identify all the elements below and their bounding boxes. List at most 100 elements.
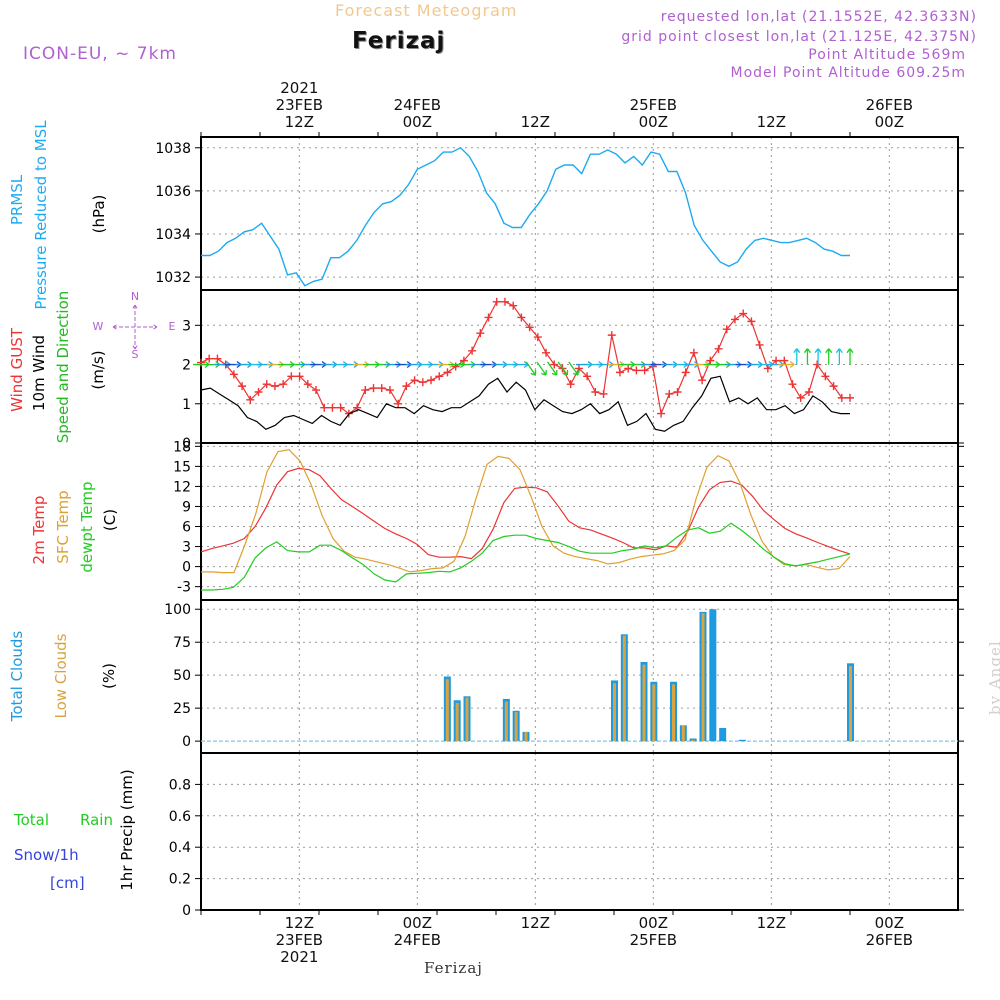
gust-line (200, 301, 850, 416)
gust-marker (607, 331, 616, 340)
wind-direction-arrow (568, 361, 579, 376)
gust-marker (435, 372, 444, 381)
top-time-label: 2021 (280, 79, 318, 97)
pressure-ytick-label: 1038 (155, 141, 191, 157)
top-time-label: 00Z (403, 113, 432, 131)
temp-ylabel-dewpt: dewpt Temp (78, 481, 96, 572)
clouds-ylabel-total: Total Clouds (8, 631, 26, 723)
low-clouds-bar (849, 665, 852, 742)
gust-marker (229, 370, 238, 379)
wind-direction-arrow (536, 361, 547, 376)
clouds-ytick-label: 0 (182, 734, 191, 750)
low-clouds-bar (672, 684, 675, 742)
temp-ylabel-sfc: SFC Temp (54, 490, 72, 563)
precip-ylabel-total: Total (13, 811, 49, 829)
gust-marker (320, 403, 329, 412)
gust-marker (796, 393, 805, 402)
gust-marker (205, 354, 214, 363)
precip-ytick-label: 0.8 (169, 777, 191, 793)
wind-direction-arrowhead (825, 348, 833, 354)
wind-direction-arrowhead (793, 348, 801, 354)
gust-marker (270, 382, 279, 391)
grid-point-coords: grid point closest lon,lat (21.125E, 42.… (621, 29, 977, 45)
model-point-altitude: Model Point Altitude 609.25m (730, 65, 966, 81)
gust-marker (804, 388, 813, 396)
top-time-label: 12Z (285, 113, 314, 131)
gust-marker (459, 356, 468, 365)
compass-north: N (131, 290, 139, 303)
precip-ytick-label: 0.4 (169, 840, 191, 856)
gust-marker (451, 362, 460, 371)
clouds-ytick-label: 50 (173, 668, 191, 684)
requested-coords: requested lon,lat (21.1552E, 42.3633N) (660, 9, 977, 25)
gust-marker (402, 382, 411, 391)
total-clouds-bar (719, 727, 727, 742)
wind-direction-arrowhead (530, 369, 537, 376)
model-label: ICON-EU, ~ 7km (23, 44, 177, 64)
gust-marker (566, 380, 575, 389)
precip-ylabel-rain: Rain (80, 811, 113, 829)
wind-ytick-label: 0 (182, 436, 191, 452)
clouds-frame (200, 599, 959, 754)
compass-east: E (169, 320, 176, 333)
compass-west: W (93, 320, 104, 333)
low-clouds-bar (445, 679, 449, 742)
gust-marker (615, 368, 624, 377)
temp-sfc-line (201, 449, 851, 574)
gust-marker (591, 388, 600, 396)
low-clouds-bar (465, 697, 469, 742)
low-clouds-bar (524, 731, 528, 742)
gust-marker (427, 376, 436, 385)
top-time-label: 25FEB (630, 96, 677, 114)
gust-marker (755, 340, 764, 349)
gust-marker (533, 333, 542, 342)
precip-ylabel-unit: 1hr Precip (mm) (118, 769, 136, 890)
gust-marker (328, 403, 337, 412)
wind-direction-arrowhead (562, 369, 569, 376)
gust-marker (361, 386, 370, 395)
clouds-ytick-label: 100 (164, 602, 191, 618)
bottom-time-label: 00Z (639, 914, 668, 932)
gust-marker (846, 393, 854, 402)
gust-marker (254, 388, 263, 396)
total-clouds-bar (738, 739, 746, 742)
wind-direction-arrowhead (551, 369, 558, 376)
gust-marker (788, 380, 797, 389)
gust-marker (312, 386, 321, 395)
gust-marker (739, 309, 748, 318)
top-time-label: 12Z (521, 113, 550, 131)
gust-marker (730, 315, 739, 324)
gust-marker (772, 356, 781, 365)
station-title: Ferizaj (352, 28, 446, 54)
top-time-label: 00Z (639, 113, 668, 131)
gust-marker (500, 297, 509, 306)
wind-direction-arrowhead (803, 348, 811, 354)
gust-marker (525, 323, 534, 332)
gust-marker (657, 409, 666, 418)
gust-marker (722, 325, 731, 334)
gust-marker (689, 348, 698, 357)
wind-direction-arrowhead (789, 361, 795, 369)
temperature-ytick-label: 15 (173, 459, 191, 475)
clouds-ytick-label: 25 (173, 701, 191, 717)
gust-marker (484, 313, 493, 322)
footer-station: Ferizaj (424, 959, 483, 977)
wind-ylabel-dir: Speed and Direction (54, 291, 72, 444)
low-clouds-bar (504, 701, 508, 742)
total-clouds-bar (709, 609, 717, 742)
bottom-time-label: 12Z (285, 914, 314, 932)
top-time-label: 26FEB (866, 96, 913, 114)
gust-marker (640, 366, 649, 375)
gust-marker (377, 384, 386, 393)
temperature-ytick-label: 18 (173, 439, 191, 455)
gust-marker (550, 360, 559, 369)
point-altitude: Point Altitude 569m (808, 47, 966, 63)
gust-marker (279, 380, 288, 389)
gust-marker (410, 376, 419, 385)
top-time-label: 24FEB (394, 96, 441, 114)
low-clouds-bar (691, 739, 695, 742)
wind-direction-arrowhead (814, 348, 822, 354)
temp-dewpt-line (201, 522, 851, 591)
temperature-ytick-label: 12 (173, 479, 191, 495)
wind-direction-arrow (525, 361, 536, 376)
